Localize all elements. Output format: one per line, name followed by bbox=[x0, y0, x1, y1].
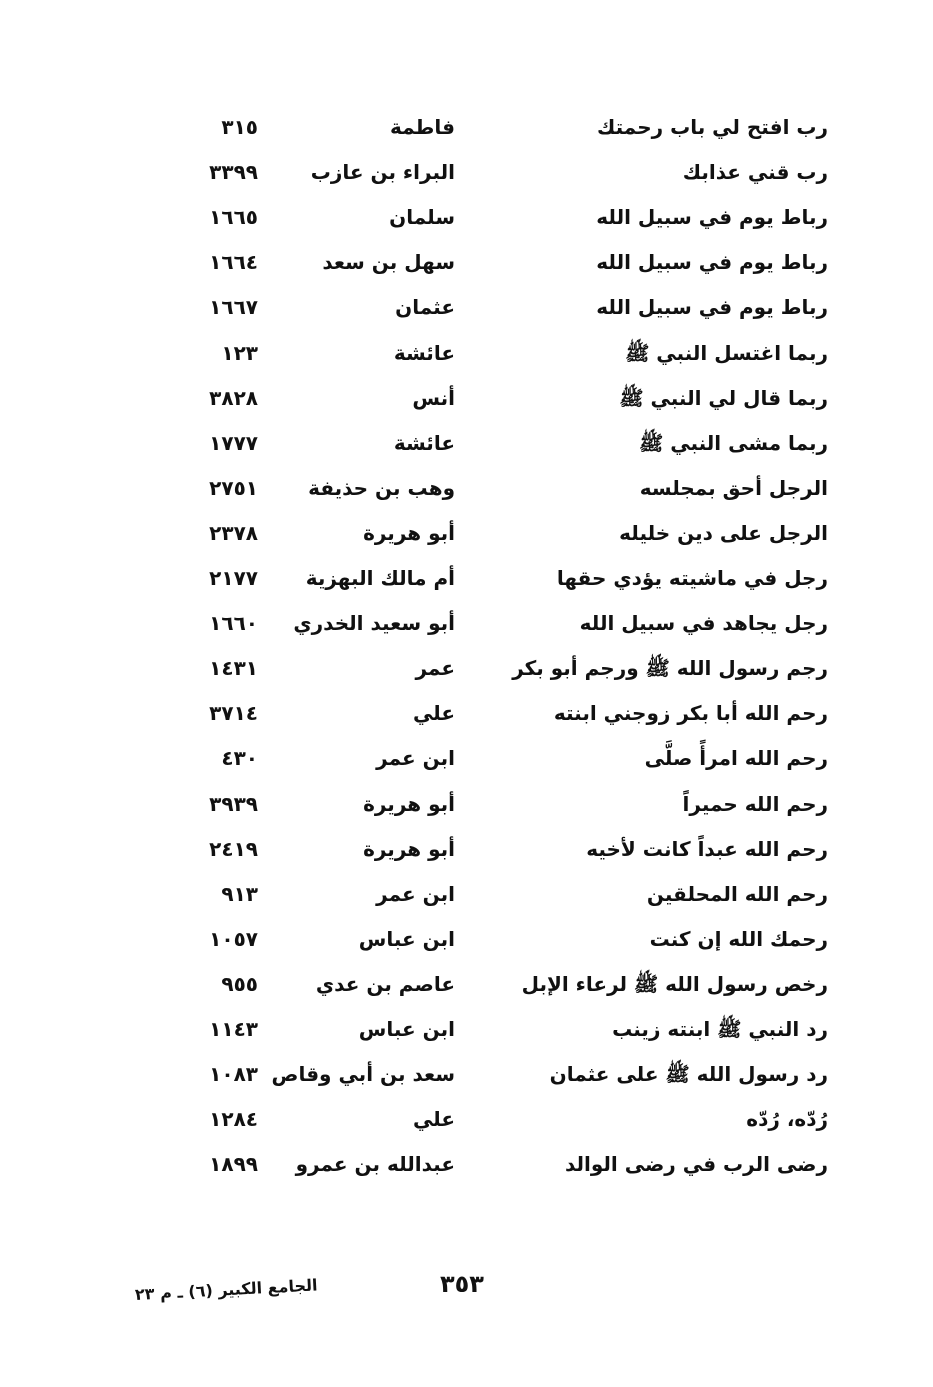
index-row: رحمك الله إن كنت ابن عباس ١٠٥٧ bbox=[0, 919, 933, 959]
hadith-number: ١٠٥٧ bbox=[209, 926, 258, 951]
narrator-name: فاطمة bbox=[390, 115, 455, 139]
hadith-number: ٢٣٧٨ bbox=[209, 520, 258, 545]
hadith-text: رحم الله أبا بكر زوجني ابنته bbox=[553, 701, 828, 726]
hadith-text: رجل يجاهد في سبيل الله bbox=[579, 611, 828, 636]
hadith-text: ربما قال لي النبي ﷺ bbox=[619, 385, 828, 410]
index-row: رجم رسول الله ﷺ ورجم أبو بكر عمر ١٤٣١ bbox=[0, 648, 933, 688]
index-row: رب افتح لي باب رحمتك فاطمة ٣١٥ bbox=[0, 107, 933, 147]
index-row: رباط يوم في سبيل الله عثمان ١٦٦٧ bbox=[0, 287, 933, 327]
hadith-number: ١١٤٣ bbox=[209, 1017, 258, 1041]
hadith-number: ٣٧١٤ bbox=[209, 701, 258, 726]
narrator-name: أبو هريرة bbox=[363, 520, 455, 545]
narrator-name: ابن عمر bbox=[376, 881, 455, 906]
book-signature: الجامع الكبير (٦) ـ م ٢٣ bbox=[134, 1275, 318, 1304]
hadith-number: ١٧٧٧ bbox=[209, 430, 258, 455]
hadith-text: ربما مشى النبي ﷺ bbox=[639, 430, 828, 455]
hadith-text: رضى الرب في رضى الوالد bbox=[564, 1152, 828, 1177]
hadith-number: ٤٣٠ bbox=[221, 746, 258, 771]
index-row: ربما اغتسل النبي ﷺ عائشة ١٢٣ bbox=[0, 333, 933, 373]
index-row: رحم الله حميراً أبو هريرة ٣٩٣٩ bbox=[0, 784, 933, 824]
narrator-name: أبو هريرة bbox=[363, 791, 455, 816]
index-row: ربما قال لي النبي ﷺ أنس ٣٨٢٨ bbox=[0, 378, 933, 418]
index-row: رُدّه، رُدّه علي ١٢٨٤ bbox=[0, 1099, 933, 1139]
narrator-name: أم مالك البهزية bbox=[305, 566, 455, 590]
hadith-number: ١٤٣١ bbox=[209, 656, 258, 681]
hadith-number: ١٦٦٥ bbox=[209, 205, 258, 230]
hadith-number: ١٢٨٤ bbox=[209, 1107, 258, 1132]
hadith-text: رحم الله المحلقين bbox=[646, 881, 828, 906]
hadith-number: ٢٧٥١ bbox=[209, 475, 258, 500]
index-row: رحم الله أبا بكر زوجني ابنته علي ٣٧١٤ bbox=[0, 693, 933, 733]
narrator-name: عائشة bbox=[393, 430, 455, 455]
hadith-text: رُدّه، رُدّه bbox=[746, 1107, 828, 1132]
hadith-text: رباط يوم في سبيل الله bbox=[596, 295, 828, 320]
narrator-name: ابن عباس bbox=[358, 926, 455, 951]
hadith-text: رخص رسول الله ﷺ لرعاء الإبل bbox=[521, 971, 828, 996]
narrator-name: علي bbox=[412, 1107, 455, 1132]
narrator-name: ابن عمر bbox=[376, 746, 455, 771]
hadith-text: رحمك الله إن كنت bbox=[649, 926, 828, 951]
narrator-name: سهل بن سعد bbox=[322, 250, 455, 275]
index-row: رحم الله المحلقين ابن عمر ٩١٣ bbox=[0, 874, 933, 914]
index-row: رباط يوم في سبيل الله سلمان ١٦٦٥ bbox=[0, 197, 933, 237]
hadith-text: رحم الله حميراً bbox=[682, 791, 828, 816]
hadith-text: رباط يوم في سبيل الله bbox=[596, 250, 828, 275]
index-row: رخص رسول الله ﷺ لرعاء الإبل عاصم بن عدي ٩٥… bbox=[0, 964, 933, 1004]
narrator-name: وهب بن حذيفة bbox=[308, 475, 455, 500]
hadith-text: رحم الله عبداً كانت لأخيه bbox=[586, 836, 828, 861]
index-row: رضى الرب في رضى الوالد عبدالله بن عمرو ١٨٩… bbox=[0, 1144, 933, 1184]
narrator-name: أبو سعيد الخدري bbox=[293, 611, 455, 636]
hadith-number: ٣٩٣٩ bbox=[209, 791, 258, 816]
index-row: رحم الله عبداً كانت لأخيه أبو هريرة ٢٤١٩ bbox=[0, 829, 933, 869]
narrator-name: عثمان bbox=[395, 295, 455, 320]
narrator-name: عائشة bbox=[393, 340, 455, 365]
page-number: ٣٥٣ bbox=[440, 1270, 484, 1298]
hadith-number: ١٦٦٠ bbox=[209, 611, 258, 636]
hadith-number: ٣٨٢٨ bbox=[209, 385, 258, 410]
index-row: رد رسول الله ﷺ على عثمان سعد بن أبي وقاص ١… bbox=[0, 1054, 933, 1094]
narrator-name: ابن عباس bbox=[358, 1017, 455, 1041]
narrator-name: عمر bbox=[415, 656, 455, 681]
narrator-name: سلمان bbox=[389, 205, 455, 230]
hadith-number: ٩١٣ bbox=[221, 881, 258, 906]
hadith-number: ٣٣٩٩ bbox=[209, 160, 258, 185]
hadith-text: رباط يوم في سبيل الله bbox=[596, 205, 828, 230]
narrator-name: أنس bbox=[412, 385, 455, 410]
hadith-number: ١٨٩٩ bbox=[209, 1152, 258, 1177]
hadith-text: الرجل على دين خليله bbox=[619, 520, 828, 545]
hadith-number: ٢٤١٩ bbox=[209, 836, 258, 861]
hadith-number: ٩٥٥ bbox=[221, 971, 258, 996]
narrator-name: عبدالله بن عمرو bbox=[295, 1152, 455, 1177]
hadith-text: رد رسول الله ﷺ على عثمان bbox=[549, 1062, 828, 1087]
hadith-text: رحم الله امرأً صلَّى bbox=[644, 746, 828, 771]
index-row: الرجل أحق بمجلسه وهب بن حذيفة ٢٧٥١ bbox=[0, 468, 933, 508]
index-row: ربما مشى النبي ﷺ عائشة ١٧٧٧ bbox=[0, 423, 933, 463]
hadith-text: رب افتح لي باب رحمتك bbox=[597, 115, 828, 139]
hadith-text: الرجل أحق بمجلسه bbox=[639, 475, 828, 500]
index-row: رحم الله امرأً صلَّى ابن عمر ٤٣٠ bbox=[0, 738, 933, 778]
index-row: رجل يجاهد في سبيل الله أبو سعيد الخدري ١٦٦… bbox=[0, 603, 933, 643]
narrator-name: علي bbox=[412, 701, 455, 726]
hadith-text: ربما اغتسل النبي ﷺ bbox=[625, 340, 828, 365]
hadith-text: رجم رسول الله ﷺ ورجم أبو بكر bbox=[512, 656, 828, 681]
hadith-number: ١٦٦٤ bbox=[209, 250, 258, 275]
hadith-text: رب قني عذابك bbox=[682, 160, 828, 185]
narrator-name: أبو هريرة bbox=[363, 836, 455, 861]
hadith-number: ٣١٥ bbox=[221, 115, 258, 139]
hadith-number: ١٢٣ bbox=[221, 340, 258, 365]
hadith-text: رد النبي ﷺ ابنته زينب bbox=[612, 1017, 828, 1041]
index-row: رد النبي ﷺ ابنته زينب ابن عباس ١١٤٣ bbox=[0, 1009, 933, 1049]
index-row: رباط يوم في سبيل الله سهل بن سعد ١٦٦٤ bbox=[0, 242, 933, 282]
hadith-number: ١٦٦٧ bbox=[209, 295, 258, 320]
hadith-text: رجل في ماشيته يؤدي حقها bbox=[556, 566, 828, 590]
hadith-number: ٢١٧٧ bbox=[209, 566, 258, 590]
index-row: رب قني عذابك البراء بن عازب ٣٣٩٩ bbox=[0, 152, 933, 192]
index-row: الرجل على دين خليله أبو هريرة ٢٣٧٨ bbox=[0, 513, 933, 553]
narrator-name: سعد بن أبي وقاص bbox=[271, 1062, 455, 1087]
index-row: رجل في ماشيته يؤدي حقها أم مالك البهزية ٢١… bbox=[0, 558, 933, 598]
hadith-number: ١٠٨٣ bbox=[209, 1062, 258, 1087]
narrator-name: البراء بن عازب bbox=[310, 160, 455, 185]
narrator-name: عاصم بن عدي bbox=[315, 971, 455, 996]
